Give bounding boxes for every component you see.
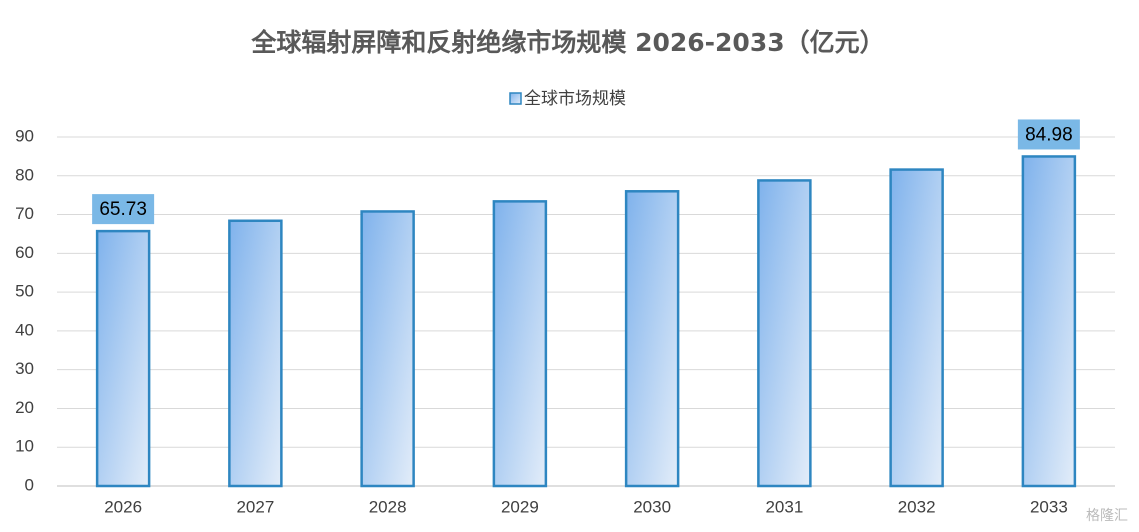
x-tick-label: 2027 <box>236 497 274 516</box>
legend-swatch <box>509 92 522 105</box>
y-tick-label: 40 <box>15 320 34 339</box>
bar <box>95 229 151 488</box>
y-tick-label: 90 <box>15 126 34 145</box>
y-tick-label: 0 <box>25 475 34 494</box>
x-tick-label: 2033 <box>1030 497 1068 516</box>
y-tick-label: 10 <box>15 437 34 456</box>
bar <box>360 210 415 488</box>
x-tick-label: 2028 <box>369 497 407 516</box>
y-tick-label: 30 <box>15 359 34 378</box>
x-tick-label: 2026 <box>104 497 142 516</box>
bar <box>757 179 812 488</box>
value-label: 65.73 <box>99 199 147 220</box>
value-label: 84.98 <box>1025 124 1073 145</box>
value-label-box <box>1017 119 1080 150</box>
y-tick-label: 70 <box>15 204 34 223</box>
x-tick-label: 2030 <box>633 497 671 516</box>
bar <box>228 219 283 488</box>
legend-label: 全球市场规模 <box>524 89 626 109</box>
x-tick-label: 2029 <box>501 497 539 516</box>
bar <box>624 190 680 488</box>
x-tick-label: 2031 <box>765 497 803 516</box>
chart-title: 全球辐射屏障和反射绝缘市场规模 2026-2033（亿元） <box>250 28 884 57</box>
value-label-box <box>92 194 155 225</box>
bar <box>1021 155 1077 488</box>
watermark: 格隆汇 <box>1086 508 1128 524</box>
x-tick-label: 2032 <box>898 497 936 516</box>
y-tick-label: 80 <box>15 165 34 184</box>
y-tick-label: 50 <box>15 282 34 301</box>
bar <box>492 200 548 488</box>
bar <box>889 168 944 488</box>
y-tick-label: 20 <box>15 398 34 417</box>
y-tick-label: 60 <box>15 243 34 262</box>
